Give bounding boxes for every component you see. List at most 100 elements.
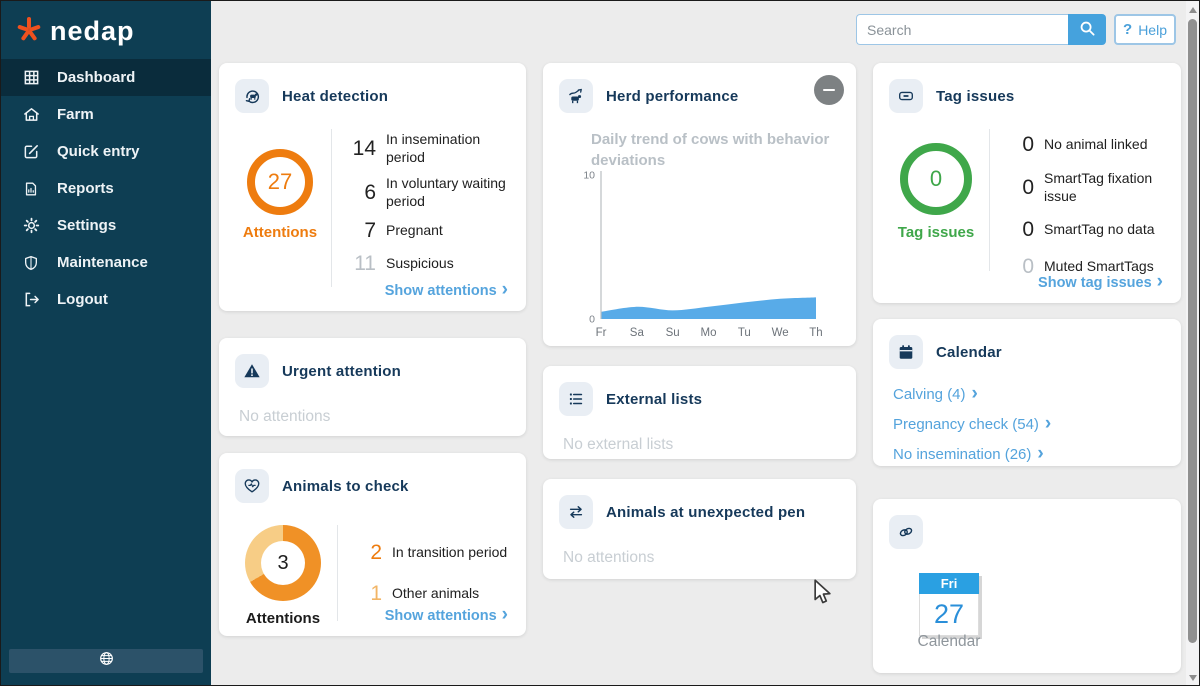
card-title: Urgent attention [282, 362, 402, 380]
stat-row: 11 Suspicious [348, 252, 510, 276]
x-tick-label: Su [666, 327, 680, 339]
globe-icon [99, 651, 114, 671]
sidebar-item-logout[interactable]: Logout [1, 281, 211, 318]
calendar-shortcut[interactable]: Fri 27 [919, 573, 979, 636]
stat-value: 11 [354, 252, 376, 275]
stat-value: 2 [370, 540, 382, 564]
sidebar: nedap Dashboard Farm Quick entry Reports… [1, 1, 211, 685]
urgent-attention-card: Urgent attention No attentions [219, 338, 526, 436]
y-tick-label: 10 [583, 170, 595, 182]
sidebar-item-label: Dashboard [57, 69, 136, 86]
x-tick-label: Fr [596, 327, 607, 339]
stat-row: 0 SmartTag no data [1006, 218, 1165, 242]
stat-value: 14 [352, 136, 376, 160]
heart-icon [235, 469, 269, 503]
y-tick-label: 0 [589, 314, 595, 326]
show-attentions-link[interactable]: Show attentions › [384, 604, 508, 625]
x-tick-label: Sa [630, 327, 645, 339]
heat-detection-card: Heat detection 27 Attentions 14 In insem… [219, 63, 526, 311]
scroll-down-arrow-icon[interactable] [1189, 675, 1197, 681]
stat-row: 0 No animal linked [1006, 133, 1165, 157]
stat-label: In insemination period [386, 131, 481, 165]
search-icon [1079, 20, 1096, 40]
area-series [601, 297, 816, 319]
stat-value: 1 [370, 581, 382, 605]
x-tick-label: Th [809, 327, 822, 339]
sidebar-item-settings[interactable]: Settings [1, 207, 211, 244]
search-input[interactable] [856, 14, 1068, 45]
logo-text: nedap [50, 15, 135, 46]
calendar-shortcut-label: Calendar [917, 633, 981, 650]
gear-icon [22, 217, 40, 235]
sidebar-item-maintenance[interactable]: Maintenance [1, 244, 211, 281]
empty-state-text: No external lists [563, 436, 674, 453]
calendar-link[interactable]: Calving (4) › [893, 383, 978, 404]
stat-value: 0 [1022, 175, 1034, 199]
stat-label: No animal linked [1044, 136, 1148, 153]
stat-label: Pregnant [386, 222, 443, 239]
calendar-link[interactable]: Pregnancy check (54) › [893, 413, 1052, 434]
stat-row: 0 Muted SmartTags [1006, 255, 1165, 279]
card-title: Animals at unexpected pen [606, 503, 806, 521]
cow-heat-icon [235, 79, 269, 113]
stat-label: Muted SmartTags [1044, 258, 1154, 275]
sidebar-item-dashboard[interactable]: Dashboard [1, 59, 211, 96]
sidebar-nav: Dashboard Farm Quick entry Reports Setti… [1, 59, 211, 318]
stat-value: 6 [364, 180, 376, 204]
nedap-star-icon [15, 15, 43, 48]
help-button[interactable]: ? Help [1114, 14, 1176, 45]
link-icon [889, 515, 923, 549]
external-lists-card: External lists No external lists [543, 366, 856, 459]
chevron-right-icon: › [1044, 413, 1052, 434]
x-tick-label: Mo [701, 327, 717, 339]
stat-row: 6 In voluntary waiting period [348, 175, 510, 210]
stat-value: 0 [1022, 255, 1034, 278]
sidebar-item-farm[interactable]: Farm [1, 96, 211, 133]
card-title: Herd performance [606, 87, 739, 105]
sidebar-item-reports[interactable]: Reports [1, 170, 211, 207]
stat-row: 0 SmartTag fixation issue [1006, 170, 1165, 205]
calendar-icon [889, 335, 923, 369]
area-chart-svg: 0 10 Fr Sa Su Mo Tu We Th [583, 170, 822, 340]
tag-issues-stats: 0 No animal linked 0 SmartTag fixation i… [989, 129, 1165, 278]
scroll-up-arrow-icon[interactable] [1189, 7, 1197, 13]
herd-performance-chart: 0 10 Fr Sa Su Mo Tu We Th [561, 163, 846, 348]
card-title: Calendar [936, 343, 1002, 361]
sidebar-item-label: Quick entry [57, 143, 140, 160]
sidebar-item-label: Maintenance [57, 254, 148, 271]
search-bar [856, 14, 1106, 45]
show-tag-issues-link[interactable]: Show tag issues › [1038, 271, 1163, 292]
search-button[interactable] [1068, 14, 1106, 45]
scrollbar-thumb[interactable] [1188, 19, 1197, 643]
mouse-cursor-icon [813, 579, 832, 610]
sidebar-item-label: Settings [57, 217, 117, 234]
collapse-widget-button[interactable] [814, 75, 844, 105]
attentions-count: 3 [277, 551, 289, 574]
sidebar-item-quick-entry[interactable]: Quick entry [1, 133, 211, 170]
tag-icon [889, 79, 923, 113]
warning-icon [235, 354, 269, 388]
calendar-shortcut-card: Fri 27 Calendar [873, 499, 1181, 673]
tag-issues-ring: 0 [900, 143, 972, 215]
shield-icon [22, 254, 40, 272]
logo: nedap [1, 1, 211, 49]
card-title: Tag issues [936, 87, 1015, 105]
show-attentions-link[interactable]: Show attentions › [384, 279, 508, 300]
stat-value: 0 [1022, 218, 1034, 241]
calendar-card: Calendar Calving (4) › Pregnancy check (… [873, 319, 1181, 466]
card-title: External lists [606, 390, 703, 408]
calendar-link[interactable]: No insemination (26) › [893, 443, 1044, 464]
list-icon [559, 382, 593, 416]
chart-subtitle: Daily trend of cows with behavior deviat… [591, 131, 830, 169]
chevron-right-icon: › [501, 279, 508, 300]
herd-performance-card: Herd performance Daily trend of cows wit… [543, 63, 856, 346]
attentions-label: Attentions [242, 224, 318, 241]
language-selector-button[interactable] [9, 649, 203, 673]
stat-label: Suspicious [386, 255, 454, 272]
empty-state-text: No attentions [563, 549, 655, 566]
x-tick-label: We [772, 327, 789, 339]
stat-label: SmartTag fixation issue [1044, 170, 1153, 204]
sidebar-item-label: Reports [57, 180, 114, 197]
stat-label: In voluntary waiting period [386, 175, 506, 209]
